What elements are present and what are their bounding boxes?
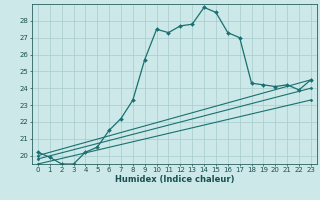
X-axis label: Humidex (Indice chaleur): Humidex (Indice chaleur) — [115, 175, 234, 184]
